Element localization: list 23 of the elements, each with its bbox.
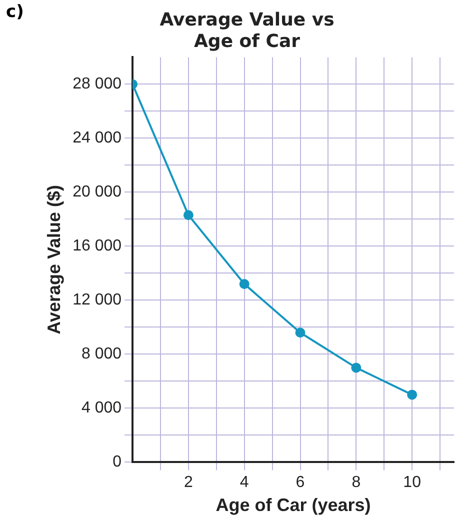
y-tick-label: 24 000 <box>72 130 122 147</box>
x-tick-label: 10 <box>403 474 422 492</box>
x-tick-label: 8 <box>352 474 361 492</box>
x-tick-label: 2 <box>184 474 193 492</box>
x-axis-title: Age of Car (years) <box>216 495 371 516</box>
point <box>295 328 306 338</box>
y-tick-label: 4 000 <box>81 400 122 417</box>
y-axis-title: Average Value ($) <box>44 184 64 334</box>
y-tick-label: 8 000 <box>81 346 122 363</box>
y-tick-label: 16 000 <box>72 238 122 255</box>
point <box>351 362 362 373</box>
text: c) <box>6 2 24 22</box>
y-tick-label: 0 <box>112 454 122 471</box>
text: Age of Car <box>194 31 300 52</box>
text: Average Value vs <box>160 9 334 30</box>
x-tick-label: 4 <box>240 474 249 492</box>
point <box>407 390 418 400</box>
x-tick-label: 6 <box>296 474 305 492</box>
y-tick-label: 20 000 <box>72 184 122 201</box>
point <box>183 210 194 220</box>
y-tick-label: 28 000 <box>72 76 122 93</box>
y-tick-label: 12 000 <box>72 292 122 309</box>
point <box>239 279 250 289</box>
